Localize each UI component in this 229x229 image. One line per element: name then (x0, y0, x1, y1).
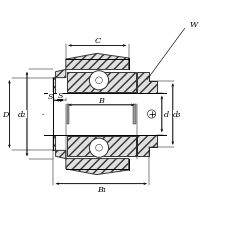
Text: W: W (189, 21, 197, 29)
Polygon shape (67, 136, 135, 157)
Bar (44, 94, 166, 135)
Text: d₃: d₃ (172, 111, 181, 118)
Bar (133, 104, 135, 125)
Polygon shape (136, 72, 157, 157)
Text: D: D (2, 111, 8, 118)
Text: B: B (98, 97, 104, 105)
Text: d: d (163, 111, 168, 118)
Text: B₁: B₁ (96, 185, 105, 193)
Polygon shape (67, 72, 135, 93)
Text: C: C (94, 37, 100, 45)
Polygon shape (65, 159, 128, 175)
Bar (67, 104, 69, 125)
Circle shape (89, 139, 108, 158)
Polygon shape (53, 70, 65, 159)
Text: S: S (57, 91, 63, 99)
Polygon shape (65, 54, 128, 70)
Text: S: S (47, 92, 53, 100)
Circle shape (89, 71, 108, 90)
Text: d₂: d₂ (18, 111, 27, 118)
